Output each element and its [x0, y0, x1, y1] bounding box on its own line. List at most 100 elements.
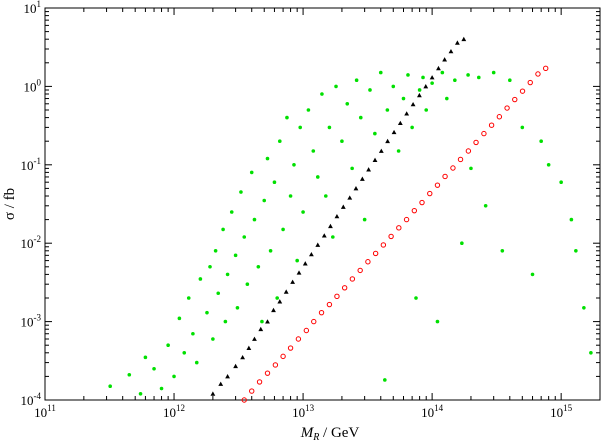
data-point — [448, 48, 454, 54]
data-point — [404, 111, 410, 116]
data-point — [429, 75, 435, 80]
x-tick-label: 1012 — [163, 403, 185, 420]
x-tick-label: 1015 — [550, 403, 573, 420]
data-point — [229, 210, 234, 214]
data-point — [172, 374, 176, 379]
data-point — [242, 235, 247, 239]
data-point — [287, 345, 294, 351]
data-point — [311, 318, 317, 325]
data-point — [589, 350, 593, 355]
x-tick-label: 1013 — [292, 403, 315, 420]
data-point — [476, 75, 481, 80]
data-point — [240, 354, 246, 360]
y-tick-label: 10-4 — [21, 391, 42, 408]
data-point — [283, 289, 289, 294]
y-tick-label: 10-2 — [21, 234, 42, 251]
data-point — [378, 70, 383, 75]
data-point — [483, 203, 488, 208]
data-point — [198, 277, 203, 281]
x-axis-title: MR / GeV — [300, 425, 360, 443]
data-point — [530, 272, 535, 277]
data-point — [326, 301, 333, 308]
data-point — [281, 227, 285, 232]
data-point — [445, 96, 449, 101]
data-point — [331, 235, 335, 239]
data-point — [385, 108, 390, 112]
series-1 — [210, 36, 467, 396]
data-point — [350, 166, 354, 171]
data-point — [419, 199, 425, 206]
data-point — [496, 114, 503, 120]
data-point — [245, 282, 250, 286]
data-point — [295, 258, 299, 263]
data-point — [457, 156, 464, 163]
data-point — [334, 293, 340, 300]
y-tick-label: 10-3 — [21, 313, 42, 330]
data-point — [460, 241, 464, 245]
data-point — [520, 125, 525, 130]
data-point — [383, 378, 387, 382]
data-point — [427, 190, 433, 197]
plot-area — [44, 7, 601, 401]
data-point — [290, 279, 296, 284]
data-point — [138, 391, 143, 396]
data-point — [191, 331, 195, 336]
data-point — [347, 195, 353, 200]
data-point — [246, 345, 252, 350]
data-point — [434, 182, 441, 188]
data-point — [233, 253, 238, 258]
data-point — [324, 194, 328, 198]
data-point — [411, 207, 418, 214]
data-point — [241, 397, 247, 403]
data-point — [582, 305, 586, 310]
data-point — [321, 233, 327, 238]
data-point — [491, 70, 496, 75]
data-point — [440, 70, 445, 75]
data-point — [469, 166, 473, 171]
data-point — [358, 115, 363, 120]
data-point — [519, 88, 526, 94]
data-point — [345, 101, 350, 106]
data-point — [481, 130, 487, 137]
data-point — [357, 267, 363, 274]
data-point — [535, 71, 541, 77]
data-point — [265, 319, 270, 324]
data-point — [194, 360, 199, 365]
data-point — [391, 84, 396, 89]
data-point — [349, 276, 356, 282]
data-point — [512, 96, 518, 103]
data-point — [508, 78, 512, 82]
data-point — [354, 78, 359, 82]
data-point — [280, 353, 286, 360]
data-point — [436, 65, 441, 71]
data-point — [302, 261, 308, 266]
data-point — [539, 139, 543, 143]
data-point — [362, 217, 367, 222]
plot-frame — [44, 7, 601, 401]
data-point — [277, 299, 283, 304]
data-point — [417, 92, 422, 98]
data-point — [380, 242, 387, 248]
data-point — [221, 227, 225, 232]
data-point — [186, 296, 191, 300]
data-point — [569, 217, 574, 222]
data-point — [311, 149, 316, 153]
data-point — [391, 129, 397, 135]
data-point — [216, 291, 221, 296]
data-point — [378, 148, 384, 153]
data-point — [500, 248, 505, 253]
data-point — [327, 125, 332, 130]
data-point — [177, 316, 182, 321]
y-tick-labels: 10-4 10-3 10-2 10-1 100 101 — [21, 0, 42, 408]
data-point — [442, 173, 448, 180]
data-point — [258, 326, 264, 332]
x-tick-label: 1011 — [34, 403, 56, 420]
data-point — [385, 138, 391, 144]
data-point — [403, 216, 410, 223]
data-point — [127, 372, 132, 377]
data-point — [303, 327, 310, 334]
data-point — [318, 309, 325, 316]
data-point — [559, 180, 563, 184]
data-point — [353, 186, 359, 191]
data-point — [268, 248, 273, 253]
